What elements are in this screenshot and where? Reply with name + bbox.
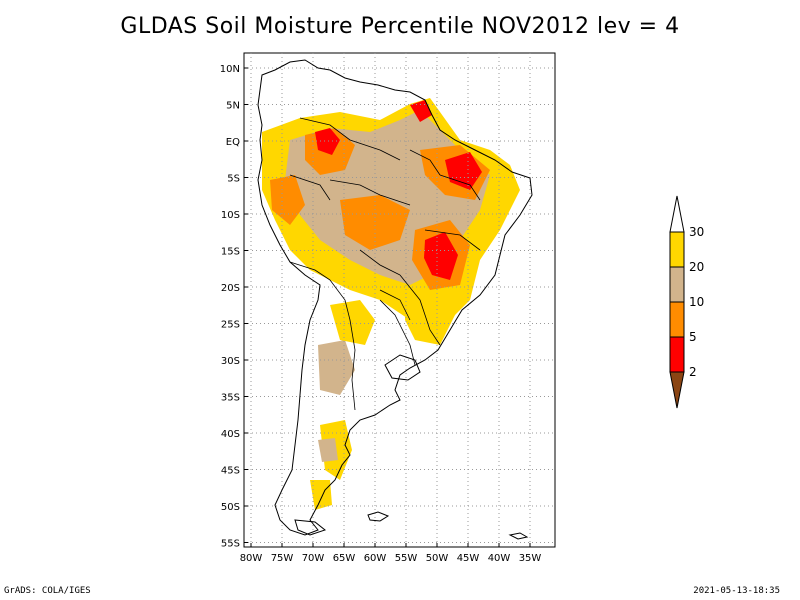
patch-south-2 [318, 340, 355, 395]
lon-tick-label: 60W [364, 553, 387, 564]
coastlines [257, 59, 533, 540]
patch-red-2 [424, 232, 458, 280]
patch-orange-2 [340, 195, 410, 250]
legend-label-5: 5 [689, 330, 697, 344]
lon-tick-label: 40W [488, 553, 511, 564]
legend-box-10-20 [669, 266, 685, 303]
patch-south-6 [310, 480, 332, 510]
footer-timestamp: 2021-05-13-18:35 [693, 586, 780, 596]
lon-tick-label: 45W [457, 553, 480, 564]
lon-tick-label: 70W [302, 553, 325, 564]
plot-area [243, 52, 556, 548]
patch-red-4 [410, 100, 432, 122]
lon-tick-label: 75W [271, 553, 294, 564]
lat-tick-label: 35S [221, 393, 240, 404]
patch-red-3 [445, 152, 482, 190]
lat-tick-label: 25S [221, 320, 240, 331]
tierra-del-fuego [294, 519, 327, 536]
lat-tick-label: 5N [226, 101, 240, 112]
color-legend: 30 20 10 5 2 [669, 195, 704, 409]
south-america-coast [257, 59, 533, 536]
lat-tick-label: 15S [221, 247, 240, 258]
lat-tick-label: 5S [227, 174, 240, 185]
plot-frame [243, 52, 556, 548]
border-lines [289, 117, 481, 411]
lon-tick-label: 35W [519, 553, 542, 564]
lat-tick-label: 45S [221, 466, 240, 477]
lon-tick-label: 50W [426, 553, 449, 564]
falkland-islands [367, 511, 390, 522]
lat-tick-label: 40S [221, 429, 240, 440]
lon-tick-label: 65W [333, 553, 356, 564]
lat-tick-label: EQ [226, 137, 240, 148]
legend-box-2-5 [669, 336, 685, 373]
map-title: GLDAS Soil Moisture Percentile NOV2012 l… [120, 14, 680, 39]
legend-label-10: 10 [689, 295, 704, 309]
south-georgia [508, 532, 529, 540]
legend-above-30-triangle [669, 195, 685, 233]
legend-label-30: 30 [689, 225, 704, 239]
legend-label-2: 2 [689, 365, 697, 379]
legend-box-5-10 [669, 301, 685, 338]
patch-south-1 [405, 295, 455, 345]
patch-red-1 [315, 128, 340, 155]
patch-south-5 [318, 438, 338, 462]
lat-tick-label: 50S [221, 502, 240, 513]
lat-tick-label: 10S [221, 210, 240, 221]
lat-tick-label: 55S [221, 539, 240, 550]
patch-orange-5 [270, 175, 305, 225]
lon-axis: 80W 75W 70W 65W 60W 55W 50W 45W 40W 35W [240, 543, 542, 564]
lon-tick-label: 55W [395, 553, 418, 564]
lat-axis: 10N 5N EQ 5S 10S 15S 20S 25S 30S 35S 40S 45S 50S 55S [220, 64, 248, 550]
footer-credit: GrADS: COLA/IGES [4, 586, 91, 596]
lat-tick-label: 20S [221, 283, 240, 294]
lat-tick-label: 30S [221, 356, 240, 367]
data-patches [262, 98, 520, 510]
legend-below-2-triangle [669, 371, 685, 409]
legend-label-20: 20 [689, 260, 704, 274]
rio-de-la-plata [384, 354, 421, 381]
legend-box-20-30 [669, 231, 685, 268]
lon-tick-label: 80W [240, 553, 263, 564]
lat-tick-label: 10N [220, 64, 240, 75]
patch-south-3 [330, 300, 375, 345]
